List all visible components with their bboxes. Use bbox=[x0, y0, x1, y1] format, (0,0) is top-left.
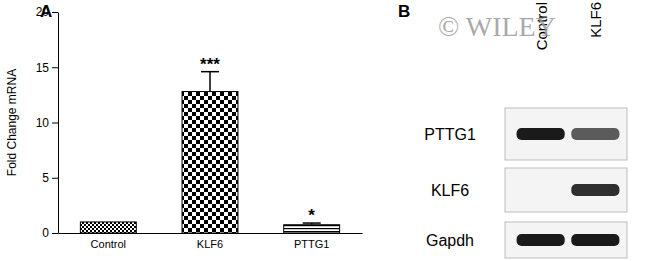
y-tick-mark bbox=[52, 233, 58, 234]
y-tick: 20 bbox=[36, 5, 58, 19]
x-axis: Control KLF6 PTTG1 bbox=[59, 233, 363, 250]
y-tick-label: 0 bbox=[42, 226, 49, 240]
error-bar bbox=[201, 72, 219, 92]
watermark: © WILEY bbox=[438, 11, 556, 42]
bar bbox=[80, 222, 136, 233]
bar bbox=[284, 225, 340, 233]
x-tick: KLF6 bbox=[197, 233, 223, 250]
blot-frame bbox=[505, 168, 627, 212]
band bbox=[517, 234, 565, 246]
figure: A****05101520ControlKLF6PTTG1Fold Change… bbox=[0, 0, 650, 261]
significance: *** bbox=[200, 55, 220, 74]
x-tick-label: KLF6 bbox=[197, 238, 223, 250]
y-tick-label: 10 bbox=[36, 116, 50, 130]
row-label: PTTG1 bbox=[424, 126, 476, 143]
y-axis-line bbox=[58, 13, 59, 234]
panel-label: B bbox=[398, 2, 410, 21]
x-tick: Control bbox=[91, 233, 126, 250]
bar bbox=[182, 92, 238, 233]
y-tick: 5 bbox=[42, 171, 58, 185]
band bbox=[517, 184, 565, 196]
row-label: KLF6 bbox=[431, 182, 469, 199]
y-tick-mark bbox=[52, 178, 58, 179]
y-tick: 0 bbox=[42, 226, 58, 240]
y-tick: 10 bbox=[36, 116, 58, 130]
y-tick-label: 5 bbox=[42, 171, 49, 185]
y-tick-mark bbox=[52, 123, 58, 124]
x-tick: PTTG1 bbox=[294, 233, 329, 250]
y-axis: 0 5 10 15 20 bbox=[36, 5, 59, 240]
y-tick-mark bbox=[52, 12, 58, 13]
y-tick-label: 20 bbox=[36, 5, 50, 19]
significance: * bbox=[308, 206, 315, 225]
y-axis-title: Fold Change mRNA bbox=[5, 69, 19, 176]
plot-area bbox=[80, 72, 339, 233]
lane-label: KLF6 bbox=[587, 2, 604, 38]
x-tick-label: PTTG1 bbox=[294, 238, 329, 250]
y-tick-mark bbox=[52, 67, 58, 68]
band bbox=[517, 128, 565, 140]
x-axis-line bbox=[59, 233, 363, 234]
y-tick-label: 15 bbox=[36, 61, 50, 75]
band bbox=[571, 128, 619, 140]
x-tick-label: Control bbox=[91, 238, 126, 250]
error-line bbox=[209, 72, 211, 92]
band bbox=[571, 184, 619, 196]
blot-frame bbox=[505, 108, 627, 160]
y-tick: 15 bbox=[36, 61, 58, 75]
blot-frame bbox=[505, 222, 627, 258]
row-label: Gapdh bbox=[426, 232, 474, 249]
band bbox=[571, 234, 619, 246]
